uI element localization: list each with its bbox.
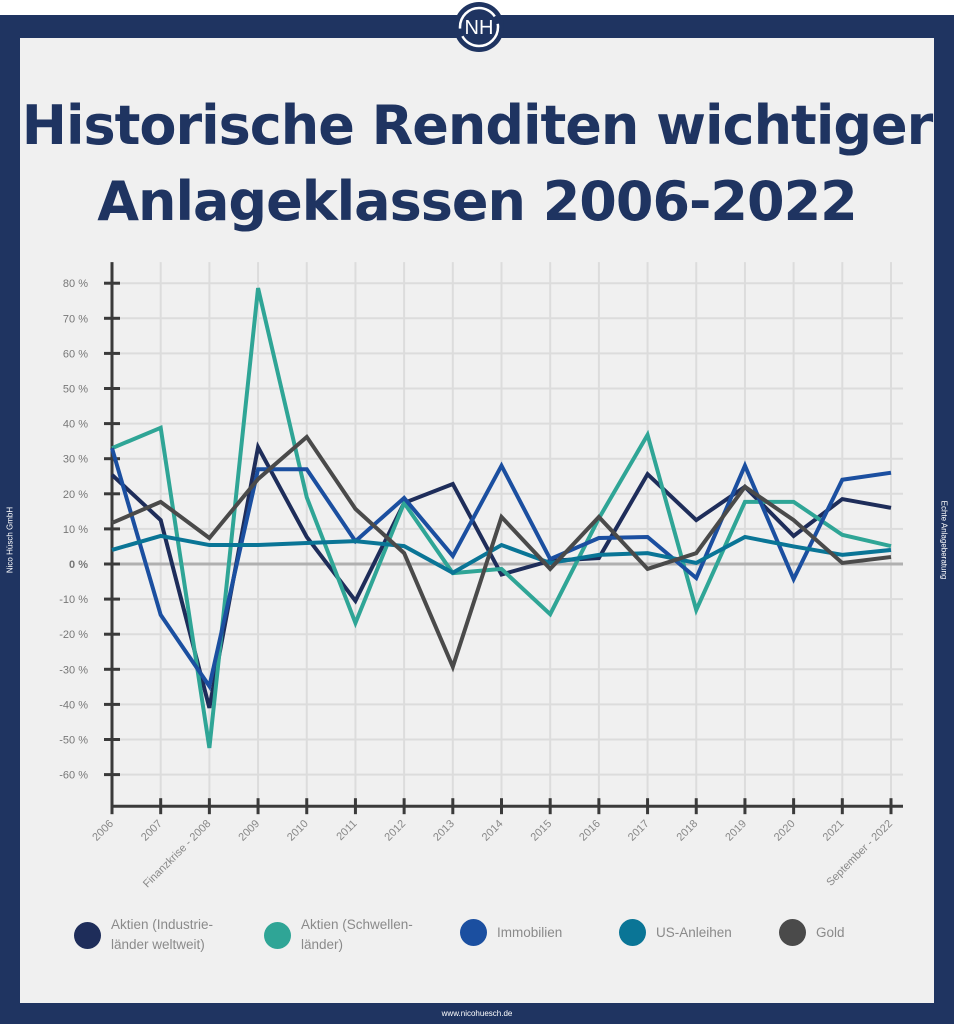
y-tick-label: 30 % <box>63 454 88 466</box>
x-tick-label: 2014 <box>480 818 506 844</box>
legend-swatch <box>460 919 487 946</box>
x-tick-label: 2016 <box>577 818 603 844</box>
x-tick-label: 2006 <box>90 818 116 844</box>
content-panel <box>20 38 934 1003</box>
legend: Aktien (Industrie-länder weltweit) Aktie… <box>0 915 954 965</box>
title-line-2: Anlageklassen 2006-2022 <box>97 170 857 233</box>
x-tick-label: 2021 <box>821 818 847 844</box>
y-tick-label: -10 % <box>59 594 88 606</box>
legend-item-immobilien: Immobilien <box>460 919 637 946</box>
legend-label: US-Anleihen <box>656 924 732 940</box>
legend-swatch <box>264 921 291 949</box>
legend-item-aktien-schwellen: Aktien (Schwellen-länder) <box>264 915 441 955</box>
x-tick-label: 2018 <box>675 818 701 844</box>
legend-swatch <box>74 921 101 949</box>
y-tick-label: 0 % <box>69 559 88 571</box>
y-tick-label: -50 % <box>59 735 88 747</box>
x-tick-label: 2009 <box>236 818 262 844</box>
nh-logo: NH <box>454 2 504 52</box>
footer-url[interactable]: www.nicohuesch.de <box>441 1009 513 1018</box>
x-tick-label: 2015 <box>529 818 555 844</box>
x-tick-label: 2020 <box>772 818 798 844</box>
y-tick-label: -60 % <box>59 770 88 782</box>
y-tick-label: -40 % <box>59 699 88 711</box>
x-tick-label: 2017 <box>626 818 652 844</box>
legend-label: Gold <box>816 924 845 940</box>
legend-item-gold: Gold <box>779 919 954 946</box>
x-tick-label: 2010 <box>285 818 311 844</box>
y-tick-label: -30 % <box>59 664 88 676</box>
y-tick-label: 70 % <box>63 313 88 325</box>
svg-text:NH: NH <box>465 17 494 39</box>
y-tick-label: 40 % <box>63 419 88 431</box>
y-tick-label: -20 % <box>59 629 88 641</box>
legend-item-aktien-industrie: Aktien (Industrie-länder weltweit) <box>74 915 251 955</box>
x-tick-label: 2007 <box>139 818 165 844</box>
legend-swatch <box>619 919 646 946</box>
legend-item-us-anleihen: US-Anleihen <box>619 919 796 946</box>
legend-swatch <box>779 919 806 946</box>
x-tick-label: 2011 <box>334 818 359 843</box>
legend-label: Immobilien <box>497 924 563 940</box>
x-tick-label: 2019 <box>723 818 749 844</box>
y-tick-label: 80 % <box>63 278 88 290</box>
legend-label: Aktien (Industrie-länder weltweit) <box>111 917 214 952</box>
y-tick-label: 10 % <box>63 524 88 536</box>
y-tick-label: 60 % <box>63 348 88 360</box>
x-tick-label: 2012 <box>382 818 408 844</box>
title-line-1: Historische Renditen wichtiger <box>21 94 934 157</box>
page-title: Historische Renditen wichtiger Anlagekla… <box>0 88 954 240</box>
x-tick-label: 2013 <box>431 818 457 844</box>
y-tick-label: 20 % <box>63 489 88 501</box>
y-tick-label: 50 % <box>63 384 88 396</box>
legend-label: Aktien (Schwellen-länder) <box>301 917 413 952</box>
